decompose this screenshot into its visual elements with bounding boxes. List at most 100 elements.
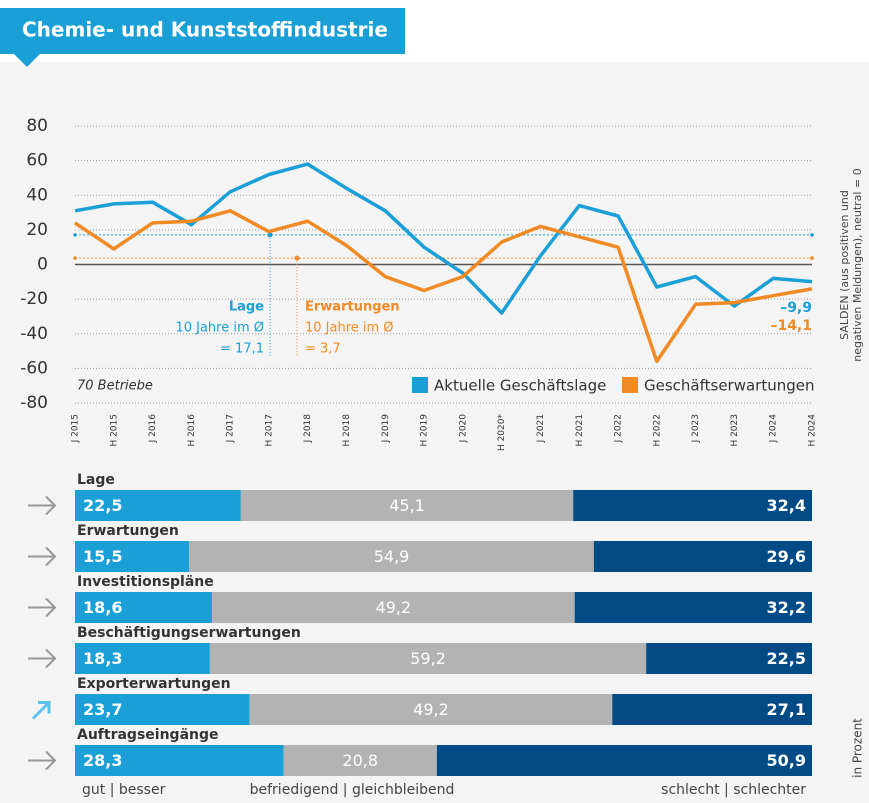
y-tick-label: 60	[26, 151, 48, 171]
bar-value-label: 32,4	[767, 496, 806, 515]
bar-value-label: 28,3	[83, 751, 122, 770]
x-tick-label: H 2024	[808, 414, 818, 447]
bar-segment	[646, 643, 812, 674]
annotation-average: = 17,1	[220, 342, 264, 357]
annotation-title: Lage	[229, 300, 264, 315]
trend-arrow	[28, 597, 57, 618]
bar-value-label: 15,5	[83, 547, 122, 566]
x-tick-label: H 2021	[575, 414, 585, 447]
bar-segment	[189, 541, 594, 572]
bar-segment	[75, 592, 213, 623]
bar-value-label: 49,2	[413, 700, 449, 719]
average-end	[73, 233, 77, 237]
panel	[0, 62, 869, 803]
bar-segment	[75, 490, 241, 521]
x-tick-label: H 2018	[342, 414, 352, 447]
x-tick-label: J 2022	[614, 414, 624, 443]
bar-value-label: 22,5	[83, 496, 122, 515]
legend-label: Aktuelle Geschäftslage	[434, 377, 606, 395]
bar-segment	[75, 541, 190, 572]
note: 70 Betriebe	[77, 379, 153, 394]
x-tick-label: J 2015	[71, 414, 81, 443]
bar-segment	[612, 694, 812, 725]
bar-value-label: 27,1	[767, 700, 806, 719]
legend-label: Geschäftserwartungen	[644, 377, 815, 395]
bar-segment	[75, 643, 210, 674]
average-end	[73, 256, 77, 260]
trend-arrow	[28, 495, 57, 516]
bar-value-label: 54,9	[374, 547, 410, 566]
x-tick-label: J 2021	[536, 414, 546, 443]
annotation-text: 10 Jahre im Ø	[175, 321, 264, 336]
x-tick-label: H 2016	[187, 414, 197, 447]
x-tick-label: J 2019	[381, 414, 391, 444]
x-tick-label: H 2017	[264, 414, 274, 447]
x-tick-label: H 2023	[730, 414, 740, 447]
row-label: Exporterwartungen	[77, 676, 231, 692]
y-tick-label: -40	[20, 324, 48, 344]
bar-segment	[75, 745, 284, 776]
y-tick-label: 40	[26, 185, 48, 205]
bar-segment	[573, 490, 812, 521]
bar-segment	[240, 490, 574, 521]
y-tick-label: 80	[26, 116, 48, 136]
legend-swatch	[622, 377, 638, 393]
bar-value-label: 49,2	[376, 598, 412, 617]
unit-label: in Prozent	[851, 718, 865, 778]
bar-segment	[209, 643, 647, 674]
average-end	[810, 233, 814, 237]
bar-value-label: 29,6	[767, 547, 806, 566]
line-series	[74, 209, 813, 364]
legend-label: befriedigend | gleichbleibend	[250, 782, 455, 798]
row-label: Lage	[77, 472, 115, 488]
header-title: Chemie- und Kunststoffindustrie	[22, 18, 388, 42]
legend-label: schlecht | schlechter	[661, 782, 806, 798]
average-end	[810, 256, 814, 260]
bar-segment	[283, 745, 437, 776]
row-label: Investitionspläne	[77, 574, 214, 590]
trend-arrow	[31, 701, 51, 720]
bar-value-label: 22,5	[767, 649, 806, 668]
annotation-average: = 3,7	[305, 342, 341, 357]
end-label: –14,1	[770, 318, 812, 334]
annotation-text: 10 Jahre im Ø	[305, 321, 394, 336]
y-tick-label: -60	[20, 358, 48, 378]
x-tick-label: H 2015	[109, 414, 119, 447]
x-tick-label: J 2024	[769, 414, 779, 444]
bar-value-label: 23,7	[83, 700, 122, 719]
x-tick-label: H 2020*	[497, 414, 507, 452]
x-tick-label: J 2020	[458, 414, 468, 444]
header-pointer	[14, 54, 40, 67]
row-label: Beschäftigungserwartungen	[77, 625, 301, 641]
legend-label: gut | besser	[82, 782, 166, 798]
header-bar	[0, 8, 405, 54]
row-label: Auftragseingänge	[77, 727, 219, 743]
y-tick-label: -80	[20, 393, 48, 413]
bar-segment	[212, 592, 575, 623]
y-tick-label: -20	[20, 289, 48, 309]
bar-segment	[75, 694, 250, 725]
bar-segment	[593, 541, 812, 572]
bar-value-label: 59,2	[410, 649, 446, 668]
bar-segment	[436, 745, 812, 776]
bar-value-label: 32,2	[767, 598, 806, 617]
y-axis-label: SALDEN (aus positiven und	[838, 190, 851, 340]
annotation-title: Erwartungen	[305, 300, 400, 315]
end-label: –9,9	[780, 300, 812, 316]
row-label: Erwartungen	[77, 523, 179, 539]
trend-arrow	[28, 750, 57, 771]
y-axis-label: negativen Meldungen), neutral = 0	[851, 168, 864, 361]
bar-value-label: 50,9	[767, 751, 806, 770]
y-tick-label: 20	[26, 220, 48, 240]
x-tick-label: J 2023	[691, 414, 701, 443]
bar-value-label: 20,8	[342, 751, 378, 770]
bar-value-label: 18,3	[83, 649, 122, 668]
bar-segment	[574, 592, 812, 623]
trend-arrow	[28, 648, 57, 669]
x-tick-label: J 2017	[226, 414, 236, 443]
x-tick-label: J 2016	[148, 414, 158, 444]
bar-value-label: 18,6	[83, 598, 122, 617]
x-tick-label: H 2022	[652, 414, 662, 447]
x-tick-label: H 2019	[420, 414, 430, 447]
